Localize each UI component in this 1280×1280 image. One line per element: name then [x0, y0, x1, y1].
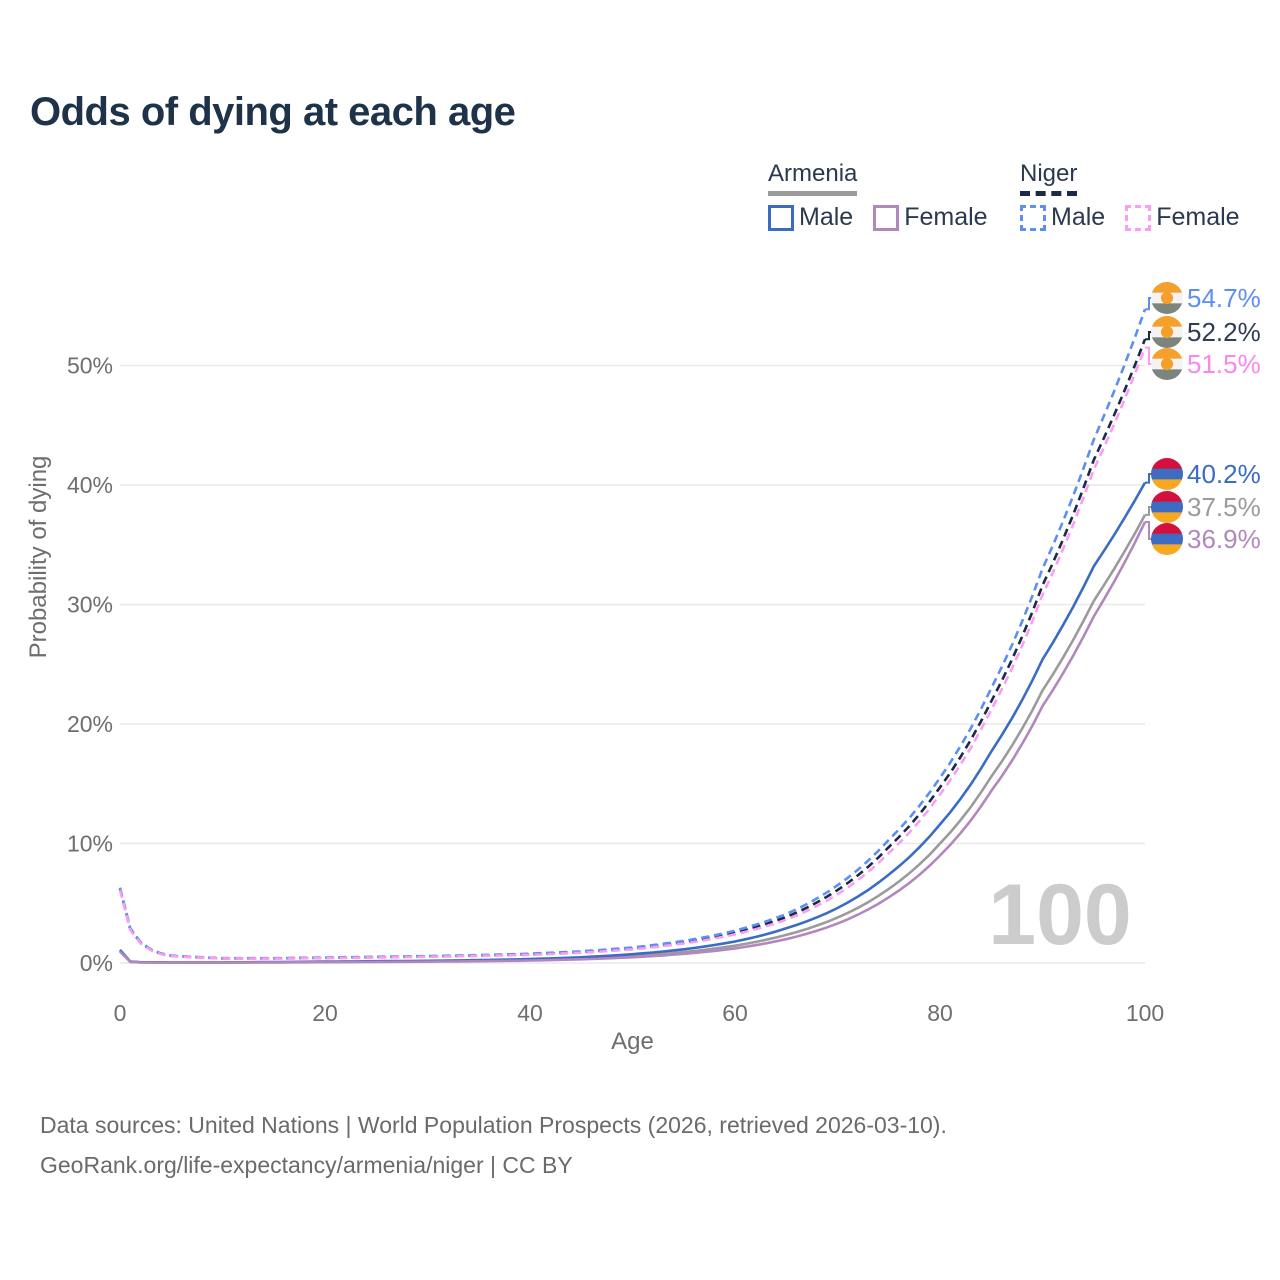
legend-label-niger-female: Female [1156, 203, 1240, 231]
end-label-connector [1145, 506, 1152, 516]
legend-item-armenia-male[interactable]: Male [768, 203, 853, 232]
end-value-label-armenia-both-sexes-: 37.5% [1187, 492, 1261, 522]
end-value-label-niger-female: 51.5% [1187, 349, 1261, 379]
legend-item-armenia-female[interactable]: Female [873, 203, 988, 232]
legend-row-niger: Male Female [1020, 203, 1240, 232]
y-tick-label-40: 40% [67, 472, 113, 498]
end-value-label-niger-male: 54.7% [1187, 283, 1261, 313]
x-tick-label-0: 0 [114, 1000, 127, 1026]
legend-label-armenia-female: Female [904, 203, 988, 231]
end-value-label-armenia-male: 40.2% [1187, 459, 1261, 489]
legend-group-niger: Niger Male Female [1020, 160, 1240, 232]
end-label-connector [1145, 297, 1152, 311]
legend-swatch-armenia-female [873, 204, 900, 231]
flag-icon [1151, 316, 1183, 348]
watermark-age: 100 [988, 867, 1132, 963]
legend-item-niger-male[interactable]: Male [1020, 203, 1105, 232]
end-label-connector [1145, 473, 1152, 484]
legend-row-armenia: Male Female [768, 203, 988, 232]
x-tick-label-80: 80 [927, 1000, 953, 1026]
end-value-label-armenia-female: 36.9% [1187, 524, 1261, 554]
x-axis-title: Age [611, 1028, 654, 1055]
legend-item-niger-female[interactable]: Female [1125, 203, 1240, 232]
legend-swatch-niger-male [1020, 204, 1046, 231]
legend-label-niger-male: Male [1051, 203, 1106, 231]
y-axis-title: Probability of dying [25, 456, 52, 659]
legend-country-niger[interactable]: Niger [1020, 160, 1078, 196]
footer-data-sources: Data sources: United Nations | World Pop… [40, 1112, 947, 1138]
y-tick-label-20: 20% [67, 711, 113, 737]
legend-country-armenia[interactable]: Armenia [768, 160, 858, 196]
legend-swatch-armenia-male [768, 204, 794, 231]
footer-attribution: GeoRank.org/life-expectancy/armenia/nige… [40, 1152, 573, 1178]
flag-icon [1151, 282, 1183, 314]
legend-group-armenia: Armenia Male Female [768, 160, 988, 232]
series-line-niger-male [118, 308, 1147, 960]
end-value-label-niger-both-sexes-: 52.2% [1187, 317, 1261, 347]
y-tick-label-10: 10% [67, 831, 113, 857]
end-label-connector [1145, 346, 1152, 365]
series-line-niger-both-sexes- [118, 338, 1147, 960]
flag-icon [1151, 348, 1183, 380]
x-tick-label-40: 40 [517, 1000, 543, 1026]
x-tick-label-100: 100 [1126, 1000, 1164, 1026]
y-tick-label-50: 50% [67, 353, 113, 379]
flag-icon [1151, 491, 1183, 523]
series-line-niger-female [118, 347, 1147, 960]
legend-label-armenia-male: Male [799, 203, 854, 231]
y-tick-label-30: 30% [67, 592, 113, 618]
footer: Data sources: United Nations | World Pop… [40, 1105, 947, 1185]
legend-swatch-niger-female [1125, 204, 1152, 231]
flag-icon [1151, 458, 1183, 490]
flag-icon [1151, 523, 1183, 555]
page-title: Odds of dying at each age [30, 90, 516, 134]
x-tick-label-60: 60 [722, 1000, 748, 1026]
end-label-connector [1145, 331, 1152, 341]
y-tick-label-0: 0% [80, 950, 113, 976]
series-line-armenia-female [119, 521, 1147, 964]
x-tick-label-20: 20 [312, 1000, 338, 1026]
end-label-connector [1145, 521, 1152, 540]
